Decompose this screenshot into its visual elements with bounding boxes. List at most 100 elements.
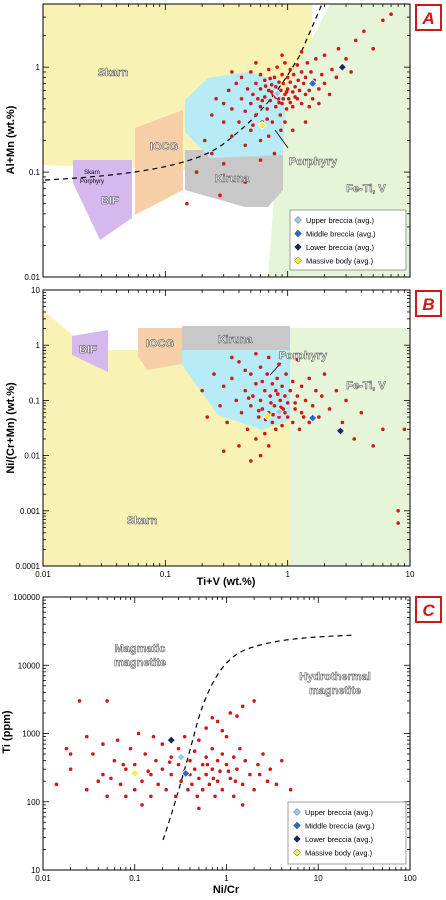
data-point — [301, 81, 306, 86]
data-point — [237, 360, 241, 364]
magmatic-hydrothermal-boundary-c — [162, 634, 356, 841]
data-point — [257, 772, 262, 777]
data-point — [327, 92, 332, 97]
average-marker — [130, 768, 140, 778]
data-point — [246, 396, 251, 400]
data-point — [349, 70, 353, 74]
data-point — [254, 113, 258, 117]
data-point — [283, 120, 287, 124]
data-point — [143, 752, 148, 756]
data-point — [288, 100, 293, 105]
hydrothermal-label-1-c: Hydrothermal — [299, 671, 371, 683]
data-point — [249, 403, 253, 408]
data-point — [381, 427, 385, 432]
data-point — [154, 758, 158, 763]
iocg-label-a: IOCG — [150, 141, 178, 153]
data-point — [272, 151, 277, 156]
legend-marker — [293, 848, 301, 857]
data-point — [197, 806, 201, 811]
x-axis-label-c: Ni/Cr — [213, 884, 240, 896]
data-point — [305, 61, 310, 65]
legend-marker — [293, 821, 301, 830]
data-point — [334, 75, 339, 80]
data-point — [271, 412, 275, 417]
data-point — [210, 113, 214, 117]
data-point — [231, 794, 236, 799]
data-point — [314, 57, 318, 61]
average-marker — [308, 78, 318, 88]
data-point — [266, 134, 271, 138]
data-point — [176, 746, 181, 751]
data-point — [290, 420, 295, 425]
data-point — [249, 372, 253, 376]
data-point — [149, 794, 153, 799]
legend-marker — [294, 243, 302, 251]
data-point — [240, 782, 245, 787]
data-point — [220, 787, 225, 792]
y-tick-label: 10 — [31, 286, 40, 295]
data-point — [146, 769, 150, 774]
data-point — [279, 88, 283, 93]
data-point — [279, 128, 283, 133]
data-point — [280, 53, 284, 58]
data-point — [173, 794, 178, 799]
data-point — [210, 715, 215, 720]
data-point — [307, 104, 312, 109]
data-point — [233, 779, 238, 784]
iocg-label-b: IOCG — [146, 338, 174, 350]
legend-label: Lower breccia (avg.) — [305, 835, 373, 844]
data-point — [307, 88, 312, 93]
data-point — [258, 398, 263, 403]
data-point — [277, 80, 281, 84]
data-point — [285, 401, 290, 405]
fe-ti-v-label-a: Fe-Ti, V — [346, 183, 386, 195]
data-point — [237, 120, 241, 124]
data-point — [140, 779, 144, 784]
data-point — [77, 699, 82, 703]
y-tick-label: 10000 — [18, 661, 41, 670]
legend-a: Upper breccia (avg.) Middle breccia (avg.… — [289, 209, 407, 271]
data-point — [230, 376, 234, 381]
panel-a: 0.010.11 Skarn IOCG BIF Kiruna Porphyry … — [5, 3, 442, 282]
data-point — [283, 394, 287, 398]
data-point — [243, 180, 248, 185]
data-point — [285, 87, 290, 91]
magmatic-label-1-c: Magmatic — [115, 643, 166, 655]
data-point — [252, 699, 256, 703]
data-point — [274, 84, 278, 89]
y-tick-label: 0.001 — [20, 507, 41, 516]
data-point — [140, 803, 144, 807]
data-point — [322, 372, 327, 376]
data-point — [299, 50, 304, 54]
data-point — [254, 61, 258, 65]
data-point — [225, 420, 229, 425]
data-point — [54, 782, 59, 787]
data-point — [214, 96, 218, 101]
data-point — [215, 758, 220, 763]
data-point — [317, 415, 321, 419]
data-point — [330, 67, 334, 72]
y-tick-label: 0.1 — [29, 396, 41, 405]
porphyry-label-a: Porphyry — [289, 156, 338, 168]
data-point — [200, 787, 205, 792]
data-point — [160, 742, 165, 746]
data-point — [389, 12, 393, 16]
skarn-label-a: Skarn — [98, 67, 129, 79]
data-point — [105, 794, 109, 799]
data-point — [249, 128, 253, 133]
data-point — [101, 742, 105, 746]
data-point — [301, 415, 306, 419]
legend-label: Middle breccia (avg.) — [305, 822, 375, 831]
scatter-points-c — [54, 699, 293, 811]
data-point — [278, 398, 283, 403]
data-point — [243, 758, 248, 763]
data-point — [381, 18, 385, 23]
data-point — [274, 782, 279, 787]
panel-tag-b-text: B — [422, 295, 434, 314]
data-point — [275, 392, 280, 396]
average-marker — [274, 407, 284, 417]
x-tick-label: 0.01 — [35, 874, 51, 883]
data-point — [268, 76, 273, 81]
data-point — [204, 726, 208, 730]
data-point — [270, 120, 275, 124]
